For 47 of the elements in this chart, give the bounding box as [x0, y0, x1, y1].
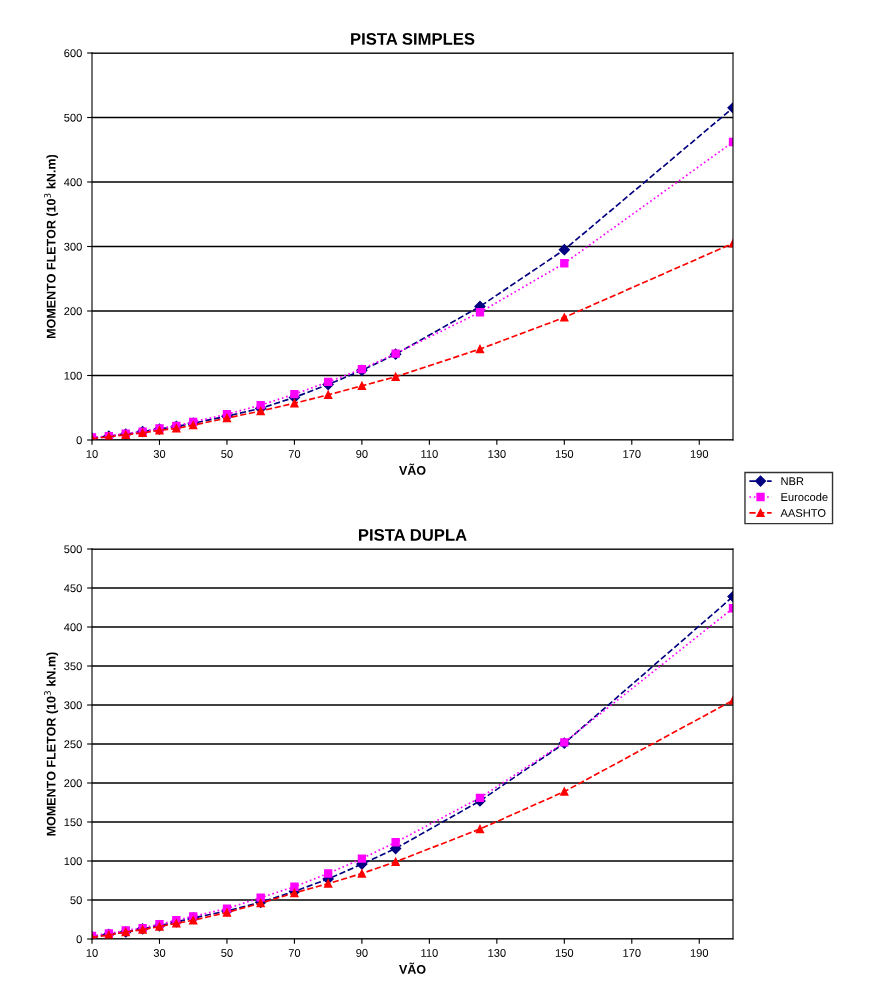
legend-label: AASHTO [780, 509, 826, 517]
x-tick-label: 170 [623, 450, 641, 458]
x-tick-label: 190 [690, 949, 709, 957]
x-tick-label: 110 [421, 949, 438, 957]
chart-title: PISTA SIMPLES [351, 33, 475, 45]
y-tick-label: 250 [64, 740, 82, 749]
x-tick-label: 90 [356, 949, 368, 957]
x-tick-label: 50 [221, 949, 233, 957]
x-tick-label: 70 [288, 949, 301, 957]
y-tick-label: 500 [64, 545, 82, 554]
y-tick-label: 300 [64, 242, 82, 251]
y-tick-label: 100 [64, 371, 82, 380]
x-tick-label: 150 [555, 450, 574, 458]
y-tick-label: 0 [76, 935, 82, 944]
x-axis-title: VÃO [399, 962, 426, 974]
x-tick-label: 150 [555, 949, 574, 957]
y-tick-label: 600 [64, 49, 82, 58]
x-tick-label: 10 [86, 450, 98, 458]
y-tick-label: 50 [70, 896, 82, 905]
y-tick-label: 400 [64, 178, 82, 187]
x-tick-label: 170 [623, 949, 641, 957]
y-axis-title: MOMENTO FLETOR (10$^{3}$ kN.m) [44, 154, 59, 338]
x-tick-label: 30 [153, 450, 166, 458]
y-tick-label: 0 [76, 436, 82, 445]
x-tick-label: 90 [356, 450, 368, 458]
chart-title: PISTA DUPLA [358, 529, 467, 541]
y-tick-label: 100 [64, 857, 82, 866]
y-tick-label: 150 [64, 818, 82, 827]
x-tick-label: 70 [288, 450, 301, 458]
legend-label: Eurocode [781, 492, 828, 502]
y-tick-label: 350 [64, 662, 82, 671]
x-tick-label: 110 [421, 450, 438, 458]
x-tick-label: 190 [690, 450, 709, 458]
y-tick-label: 300 [64, 701, 82, 710]
y-tick-label: 400 [64, 623, 82, 632]
x-axis-title: VÃO [399, 463, 426, 475]
y-axis-title: MOMENTO FLETOR (10$^{3}$ kN.m) [44, 652, 59, 836]
y-tick-label: 200 [64, 307, 82, 316]
x-tick-label: 130 [488, 949, 506, 957]
legend-label: NBR [781, 477, 804, 486]
y-tick-label: 450 [64, 584, 82, 593]
x-tick-label: 30 [153, 949, 166, 957]
x-tick-label: 50 [221, 450, 233, 458]
x-tick-label: 10 [86, 949, 98, 957]
x-tick-label: 130 [488, 450, 506, 458]
y-tick-label: 500 [64, 113, 82, 122]
y-tick-label: 200 [64, 779, 82, 788]
